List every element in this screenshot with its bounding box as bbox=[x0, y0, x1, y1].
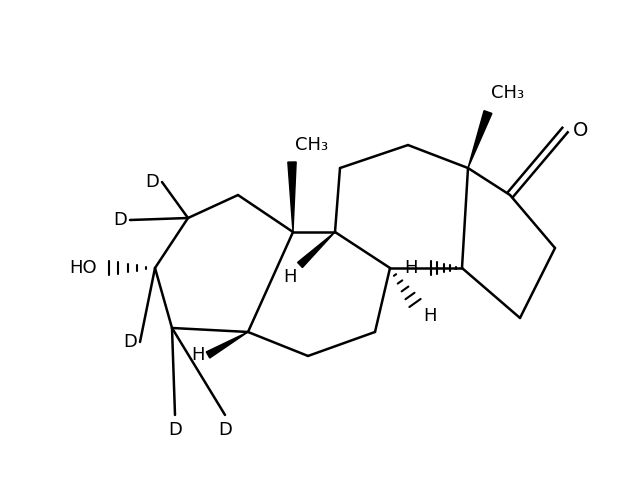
Text: H: H bbox=[423, 307, 436, 325]
Text: CH₃: CH₃ bbox=[295, 136, 328, 154]
Text: CH₃: CH₃ bbox=[492, 84, 524, 103]
Text: D: D bbox=[218, 422, 232, 439]
Text: O: O bbox=[573, 121, 588, 139]
Text: H: H bbox=[284, 268, 297, 286]
Text: D: D bbox=[145, 173, 159, 191]
Text: D: D bbox=[123, 333, 137, 351]
Text: D: D bbox=[168, 422, 182, 439]
Polygon shape bbox=[298, 232, 335, 268]
Polygon shape bbox=[288, 162, 296, 232]
Text: H: H bbox=[191, 346, 205, 364]
Text: D: D bbox=[113, 211, 127, 229]
Text: H: H bbox=[404, 259, 417, 277]
Polygon shape bbox=[468, 111, 492, 168]
Polygon shape bbox=[206, 332, 248, 358]
Text: HO: HO bbox=[69, 259, 97, 277]
